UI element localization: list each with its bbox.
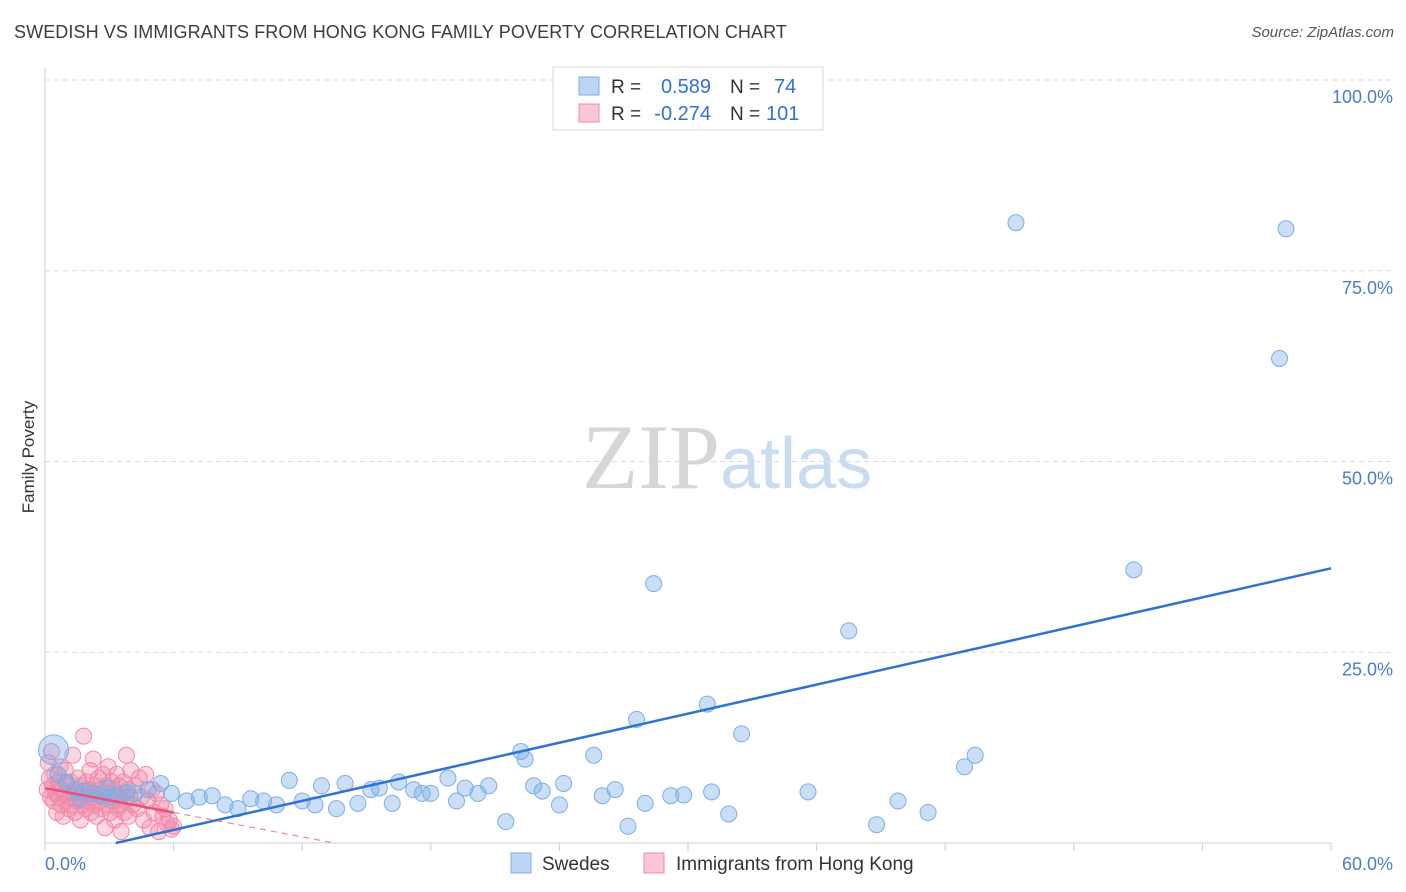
swedes-point <box>162 784 180 802</box>
swedes-point <box>1007 214 1025 232</box>
swedes-point <box>349 794 367 812</box>
source-label: Source: ZipAtlas.com <box>1251 24 1394 41</box>
y-tick-label: 100.0% <box>1332 87 1393 107</box>
swedes-point <box>555 774 573 792</box>
legend-r-label-1: R = <box>611 77 641 98</box>
swedes-point <box>38 734 70 766</box>
swedes-point <box>117 784 135 802</box>
legend-swatch-swedes <box>578 76 600 96</box>
x-tick-label: 60.0% <box>1342 854 1393 874</box>
swedes-point <box>280 771 298 789</box>
swedes-point <box>799 783 817 801</box>
chart-title: SWEDISH VS IMMIGRANTS FROM HONG KONG FAM… <box>14 22 787 42</box>
y-axis-label: Family Poverty <box>19 400 38 513</box>
swedes-point <box>645 575 663 593</box>
swedes-point <box>636 794 654 812</box>
swedes-points <box>38 214 1295 835</box>
legend-swatch-hong-kong <box>578 103 600 123</box>
series-legend: Swedes Immigrants from Hong Kong <box>510 852 914 875</box>
swedes-point <box>516 750 534 768</box>
watermark-zip: ZIP <box>582 406 720 508</box>
bottom-legend-swatch-hong-kong <box>643 852 665 874</box>
swedes-point <box>585 746 603 764</box>
legend-n-label-2: N = <box>730 104 760 125</box>
trend-lines <box>44 567 1332 845</box>
legend-n-value-1: 74 <box>774 76 796 98</box>
swedes-point <box>177 792 195 810</box>
swedes-point <box>190 788 208 806</box>
hong-kong-point <box>42 742 60 760</box>
bottom-legend-swatch-swedes <box>510 852 532 874</box>
hong-kong-points <box>38 727 183 841</box>
swedes-point <box>889 792 907 810</box>
x-tick-label: 0.0% <box>45 854 86 874</box>
swedes-point <box>525 777 543 795</box>
swedes-point <box>1125 561 1143 579</box>
swedes-point <box>550 796 568 814</box>
swedes-point <box>966 746 984 764</box>
swedes-point <box>497 813 515 831</box>
swedes-point <box>439 769 457 787</box>
hong-kong-point <box>75 727 93 745</box>
swedes-point <box>955 758 973 776</box>
legend-n-label-1: N = <box>730 77 760 98</box>
correlation-legend: R = 0.589 N = 74 R = -0.274 N = 101 <box>552 66 824 131</box>
hong-kong-point <box>137 765 155 783</box>
swedes-point <box>703 783 721 801</box>
swedes-point <box>456 779 474 797</box>
swedes-point <box>152 774 170 792</box>
swedes-point <box>126 784 144 802</box>
swedes-point <box>720 805 738 823</box>
swedes-point <box>1271 349 1289 367</box>
swedes-point <box>422 784 440 802</box>
y-tick-label: 75.0% <box>1342 278 1393 298</box>
axes <box>44 68 1332 851</box>
tick-labels: 25.0% 50.0% 75.0% 100.0% 0.0% 60.0% <box>45 87 1393 874</box>
swedes-point <box>203 787 221 805</box>
swedes-point <box>868 816 886 834</box>
swedes-point <box>242 790 260 808</box>
swedes-point <box>533 782 551 800</box>
swedes-point <box>675 786 693 804</box>
legend-r-label-2: R = <box>611 104 641 125</box>
swedes-point <box>216 796 234 814</box>
hong-kong-point <box>117 746 135 764</box>
swedes-point <box>480 777 498 795</box>
legend-r-value-1: 0.589 <box>661 76 711 98</box>
swedes-point <box>383 794 401 812</box>
legend-n-value-2: 101 <box>766 103 799 125</box>
swedes-point <box>919 803 937 821</box>
swedes-point <box>733 725 751 743</box>
swedes-point <box>606 781 624 799</box>
y-tick-label: 50.0% <box>1342 469 1393 489</box>
swedes-point <box>1277 220 1295 238</box>
bottom-legend-swedes: Swedes <box>542 854 610 875</box>
hong-kong-trend-extension <box>173 811 335 844</box>
swedes-point <box>448 792 466 810</box>
swedes-point <box>840 622 858 640</box>
swedes-point <box>327 800 345 818</box>
swedes-trend-line <box>115 567 1332 845</box>
bottom-legend-hong-kong: Immigrants from Hong Kong <box>676 854 914 875</box>
hong-kong-point <box>112 823 130 841</box>
swedes-point <box>413 784 431 802</box>
swedes-point <box>405 781 423 799</box>
swedes-point <box>98 779 116 797</box>
swedes-point <box>662 787 680 805</box>
swedes-point <box>312 777 330 795</box>
hong-kong-point <box>147 784 165 802</box>
hong-kong-point <box>84 750 102 768</box>
watermark-atlas: atlas <box>720 424 872 504</box>
swedes-point <box>619 817 637 835</box>
hong-kong-trend-line <box>44 786 174 814</box>
legend-r-value-2: -0.274 <box>654 103 711 125</box>
y-tick-label: 25.0% <box>1342 659 1393 679</box>
swedes-point <box>390 773 408 791</box>
gridlines <box>45 79 1392 653</box>
